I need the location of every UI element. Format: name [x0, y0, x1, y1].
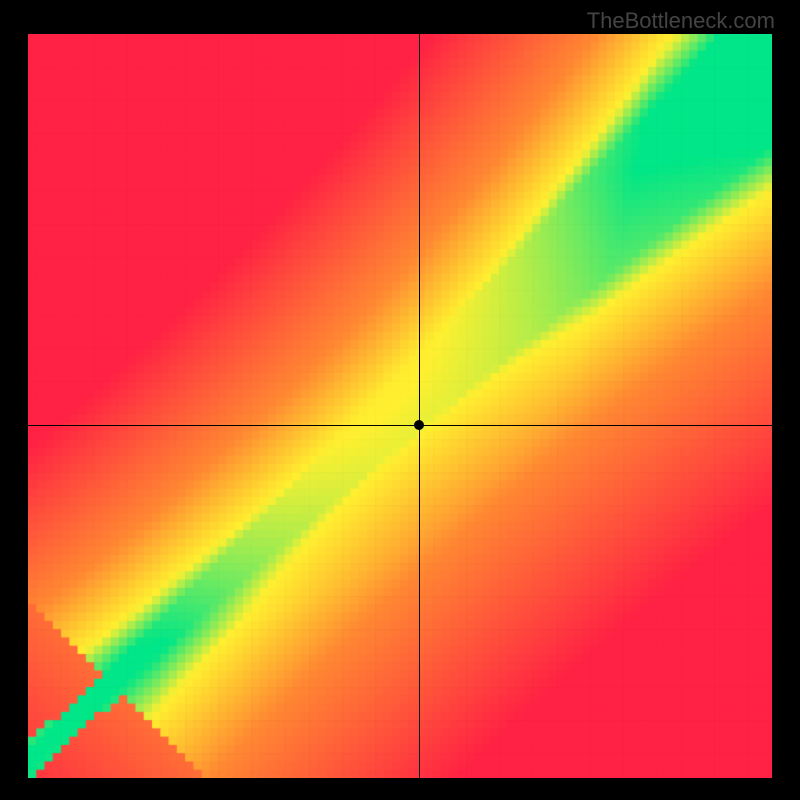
watermark-text: TheBottleneck.com	[587, 8, 775, 34]
heatmap-canvas	[28, 34, 772, 778]
crosshair-horizontal	[28, 425, 772, 426]
crosshair-vertical	[419, 34, 420, 778]
crosshair-point	[414, 420, 424, 430]
heatmap-chart	[28, 34, 772, 778]
